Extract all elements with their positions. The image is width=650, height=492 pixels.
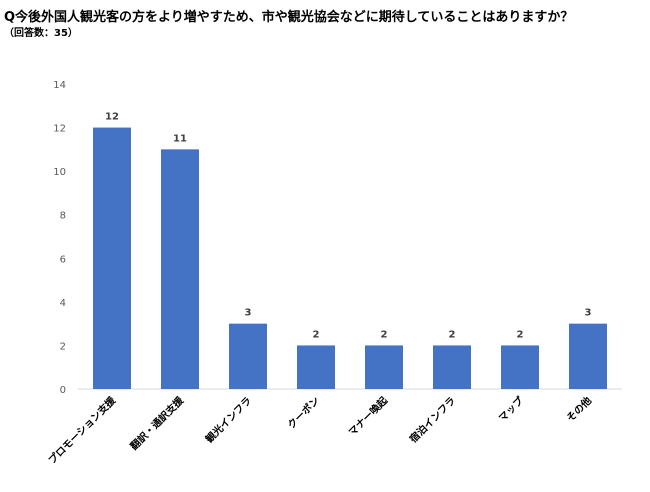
bar [365,345,403,389]
category-label: マナー喚起 [346,393,391,438]
category-label: クーポン [285,394,322,431]
y-tick-label: 14 [53,80,66,91]
y-tick-label: 0 [60,385,66,396]
data-label: 12 [105,112,119,123]
category-label: 宿泊インフラ [407,394,458,445]
chart-subtitle: （回答数：35） [4,28,78,39]
y-tick-label: 10 [53,167,66,178]
bar [569,323,607,389]
y-tick-label: 4 [60,298,66,309]
data-label: 3 [245,308,252,319]
category-label: マップ [496,393,527,424]
category-label: 翻訳・通訳支援 [127,393,186,452]
chart-title: Q今後外国人観光客の方をより増やすため、市や観光協会などに期待していることはあり… [4,10,574,25]
bar [297,345,335,389]
data-label: 2 [381,329,388,340]
y-tick-label: 8 [60,211,66,222]
y-tick-label: 2 [60,341,66,352]
bar [229,323,267,389]
data-label: 2 [517,329,524,340]
y-tick-label: 12 [53,124,66,135]
data-label: 2 [313,329,320,340]
category-label: その他 [564,394,594,424]
bar [93,127,131,390]
bar [501,345,539,389]
category-label: 観光インフラ [203,394,254,445]
category-label: プロモーション支援 [45,393,118,466]
data-label: 11 [173,133,187,144]
bar [433,345,471,389]
data-label: 2 [449,329,456,340]
data-label: 3 [585,308,592,319]
y-tick-label: 6 [60,254,66,265]
bar [161,149,199,389]
